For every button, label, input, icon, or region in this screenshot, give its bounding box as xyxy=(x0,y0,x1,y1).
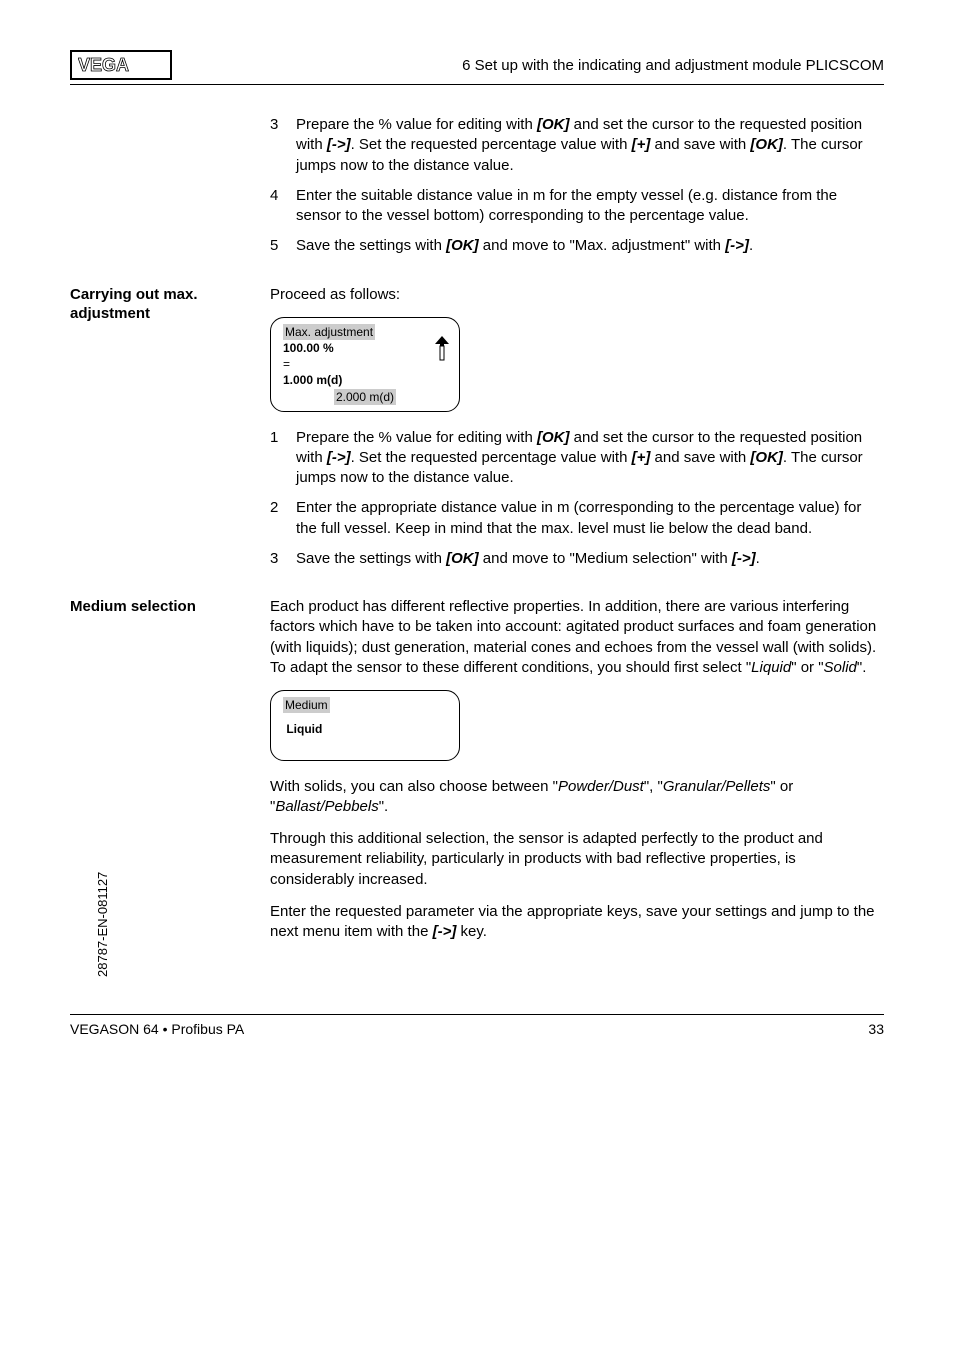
numbered-step: 3Prepare the % value for editing with [O… xyxy=(270,115,884,176)
numbered-step: 4Enter the suitable distance value in m … xyxy=(270,186,884,227)
lcd-line: 2.000 m(d) xyxy=(334,389,396,405)
lcd-line: Max. adjustment xyxy=(283,324,375,340)
max-adj-intro: Proceed as follows: xyxy=(270,285,884,305)
medium-paragraph: With solids, you can also choose between… xyxy=(270,777,884,818)
vega-logo: VEGA xyxy=(70,50,172,80)
step-text: Enter the appropriate distance value in … xyxy=(296,498,884,539)
svg-text:VEGA: VEGA xyxy=(78,55,129,75)
lcd-medium: Medium Liquid xyxy=(270,690,460,760)
step-number: 3 xyxy=(270,115,296,176)
step-number: 3 xyxy=(270,549,296,569)
scroll-indicator-icon xyxy=(435,336,449,362)
numbered-step: 1Prepare the % value for editing with [O… xyxy=(270,428,884,489)
step-text: Prepare the % value for editing with [OK… xyxy=(296,428,884,489)
footer-page-number: 33 xyxy=(868,1021,884,1037)
step-text: Prepare the % value for editing with [OK… xyxy=(296,115,884,176)
medium-paragraph: Enter the requested parameter via the ap… xyxy=(270,902,884,943)
footer-left: VEGASON 64 • Profibus PA xyxy=(70,1021,244,1037)
numbered-step: 2Enter the appropriate distance value in… xyxy=(270,498,884,539)
lcd-max-adjustment: Max. adjustment 100.00 % = 1.000 m(d) 2.… xyxy=(270,317,460,412)
lcd-line: Liquid xyxy=(286,722,322,736)
medium-paragraph: Through this additional selection, the s… xyxy=(270,829,884,890)
step-text: Save the settings with [OK] and move to … xyxy=(296,549,884,569)
lcd-line: 1.000 m(d) xyxy=(283,373,342,387)
step-number: 2 xyxy=(270,498,296,539)
heading-medium-selection: Medium selection xyxy=(70,597,254,617)
medium-paragraph: Each product has different reflective pr… xyxy=(270,597,884,678)
page-header: VEGA 6 Set up with the indicating and ad… xyxy=(70,50,884,85)
heading-max-adjustment: Carrying out max. adjustment xyxy=(70,285,254,324)
section-title: 6 Set up with the indicating and adjustm… xyxy=(192,57,884,74)
document-code: 28787-EN-081127 xyxy=(95,872,110,977)
lcd-line: = xyxy=(283,356,447,372)
step-number: 5 xyxy=(270,236,296,256)
step-text: Save the settings with [OK] and move to … xyxy=(296,236,884,256)
step-number: 1 xyxy=(270,428,296,489)
numbered-step: 3Save the settings with [OK] and move to… xyxy=(270,549,884,569)
lcd-line: 100.00 % xyxy=(283,341,334,355)
lcd-line: Medium xyxy=(283,697,330,713)
step-text: Enter the suitable distance value in m f… xyxy=(296,186,884,227)
step-number: 4 xyxy=(270,186,296,227)
numbered-step: 5Save the settings with [OK] and move to… xyxy=(270,236,884,256)
page-footer: VEGASON 64 • Profibus PA 33 xyxy=(70,1014,884,1037)
